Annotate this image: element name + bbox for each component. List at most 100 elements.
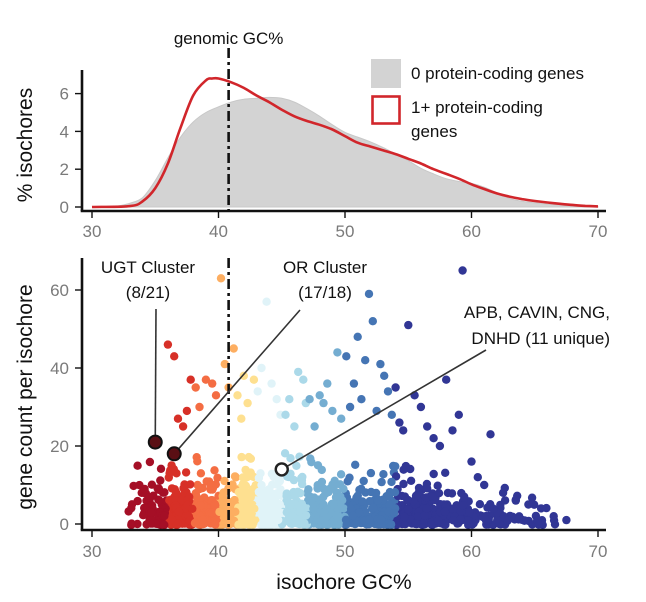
outlier-point — [305, 395, 314, 404]
data-point — [207, 508, 217, 518]
data-point — [254, 473, 264, 483]
data-point — [336, 492, 345, 501]
data-point — [346, 504, 356, 513]
data-point — [455, 515, 465, 524]
outlier-point — [294, 367, 303, 377]
data-point — [401, 461, 411, 471]
top-x-tick-label: 70 — [589, 222, 608, 241]
outlier-point — [536, 504, 546, 513]
outlier-point — [267, 379, 276, 388]
data-point — [196, 501, 205, 510]
data-point — [169, 465, 178, 474]
data-point — [196, 469, 206, 478]
data-point — [304, 485, 313, 494]
data-point — [215, 507, 224, 517]
data-point — [295, 452, 304, 461]
data-point — [195, 484, 204, 494]
top-y-tick-label: 6 — [60, 85, 69, 104]
bottom-x-tick-label: 60 — [462, 542, 481, 561]
data-point — [369, 503, 378, 512]
outlier-point — [435, 441, 445, 451]
genomic-gc-label: genomic GC% — [174, 29, 284, 48]
data-point — [342, 520, 351, 529]
data-point — [139, 511, 148, 520]
ugt-label-line2: (8/21) — [126, 283, 170, 302]
data-point — [160, 511, 169, 521]
data-point — [550, 520, 560, 529]
data-point — [496, 500, 505, 510]
data-point — [351, 519, 360, 528]
data-point — [237, 492, 246, 501]
data-point — [463, 516, 472, 525]
outlier-point — [191, 383, 200, 392]
apb-isochore-point — [274, 462, 289, 477]
top-y-tick-label: 4 — [60, 122, 69, 141]
data-point — [147, 508, 156, 517]
data-point — [188, 504, 197, 513]
line-one-plus-genes — [91, 76, 599, 209]
data-point — [173, 519, 183, 528]
data-point — [313, 461, 323, 470]
outlier-point — [208, 379, 217, 388]
or-leader-line — [173, 309, 301, 455]
data-point — [390, 488, 400, 497]
outlier-point — [229, 344, 238, 353]
outlier-point — [220, 359, 229, 369]
data-point — [171, 488, 181, 497]
data-point — [376, 515, 386, 525]
data-point — [443, 488, 453, 498]
top-x-tick-label: 40 — [209, 222, 228, 241]
bottom-x-ticks: 30 40 50 60 70 — [83, 530, 607, 561]
outlier-point — [368, 317, 377, 326]
outlier-point — [290, 422, 299, 431]
outlier-point — [285, 395, 294, 404]
data-point — [433, 481, 442, 490]
data-point — [465, 507, 474, 517]
data-point — [366, 468, 376, 478]
bottom-y-ticks: 0 20 40 60 — [50, 281, 82, 534]
data-point — [296, 504, 305, 513]
outlier-point — [237, 414, 246, 423]
data-point — [503, 516, 512, 525]
outlier-point — [391, 383, 400, 392]
data-point — [272, 480, 282, 489]
outlier-point — [349, 379, 359, 388]
outlier-point — [163, 340, 173, 349]
outlier-point — [486, 430, 495, 439]
data-point — [391, 472, 401, 481]
data-point — [317, 477, 327, 487]
legend-swatch-zero — [371, 59, 401, 88]
data-point — [514, 515, 523, 524]
data-point — [297, 476, 307, 485]
bottom-x-tick-label: 40 — [209, 542, 228, 561]
outlier-point — [458, 266, 467, 275]
bottom-y-tick-label: 60 — [50, 281, 69, 300]
data-point — [241, 473, 250, 482]
outlier-point — [249, 375, 259, 384]
scatter-points — [124, 266, 571, 530]
data-point — [160, 520, 169, 530]
bottom-y-tick-label: 20 — [50, 437, 69, 456]
outlier-point — [182, 406, 192, 416]
outlier-point — [319, 398, 328, 408]
or-cluster-point — [166, 446, 182, 462]
data-point — [475, 500, 485, 509]
data-point — [306, 497, 316, 506]
outlier-point — [233, 391, 242, 400]
outlier-point — [299, 375, 308, 384]
outlier-point — [387, 410, 396, 419]
outlier-point — [429, 434, 438, 443]
data-point — [336, 470, 346, 479]
legend-label-one-plus-line1: 1+ protein-coding — [411, 98, 543, 117]
outlier-point — [442, 375, 451, 384]
data-point — [220, 495, 229, 504]
bottom-y-tick-label: 0 — [60, 515, 69, 534]
data-point — [321, 519, 331, 529]
data-point — [246, 454, 255, 463]
data-point — [145, 493, 154, 502]
data-point — [211, 501, 220, 510]
scatter-panel: UGT Cluster (8/21) OR Cluster (17/18) AP… — [14, 258, 610, 594]
data-point — [365, 497, 374, 506]
data-point — [241, 465, 250, 475]
data-point — [420, 511, 429, 520]
